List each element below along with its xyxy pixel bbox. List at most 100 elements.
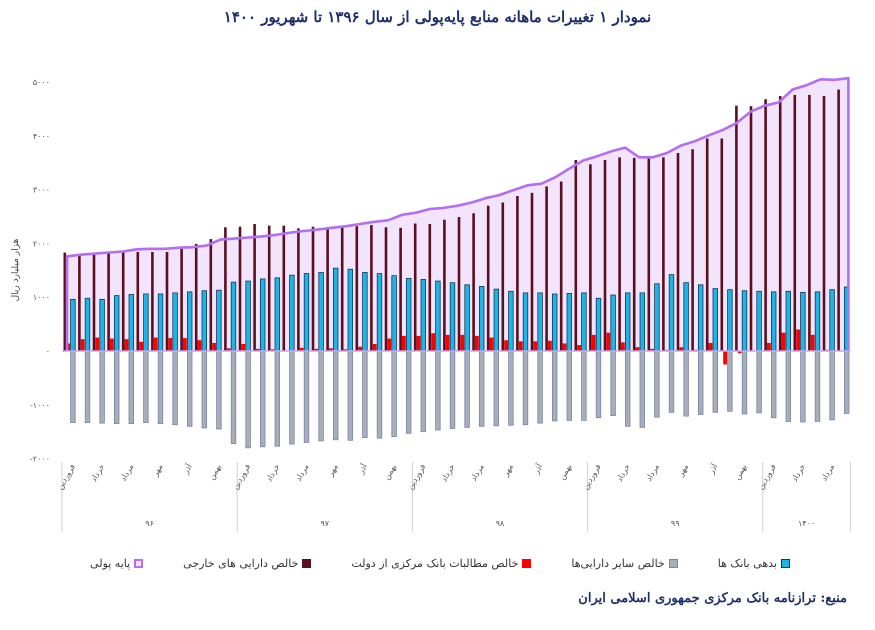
bar-foreign-assets [501, 202, 505, 351]
bar-other-assets [478, 350, 485, 427]
bar-foreign-assets [340, 225, 344, 351]
bar-foreign-assets [384, 227, 388, 351]
bar-bank-debts [186, 291, 193, 352]
base-money-line-layer [65, 76, 850, 351]
month-group [720, 138, 733, 412]
bar-bank-debts [581, 292, 587, 352]
bar-foreign-assets [151, 252, 154, 351]
bar-govt-claims [343, 349, 348, 351]
bar-govt-claims [431, 333, 435, 351]
bar-govt-claims [314, 348, 319, 351]
source-note: منبع: ترازنامه بانک مرکزی جمهوری اسلامی … [578, 591, 847, 606]
x-tick-label-month: مهر [501, 463, 515, 479]
bar-foreign-assets [121, 252, 125, 351]
bar-foreign-assets [326, 228, 329, 351]
bar-govt-claims [110, 338, 114, 351]
bar-other-assets [318, 350, 324, 442]
bar-other-assets [99, 350, 105, 424]
bar-govt-claims [241, 344, 246, 351]
x-tick-label-year: ۹۸ [496, 519, 505, 528]
y-tick-label: ۴۰۰۰ [33, 132, 50, 141]
bar-other-assets [157, 350, 164, 425]
x-tick-label-month: آذر [705, 461, 719, 476]
bar-govt-claims [226, 348, 231, 351]
x-tick-label-month: فروردین [406, 462, 428, 491]
bar-other-assets [785, 350, 791, 422]
bar-govt-claims [650, 348, 654, 351]
bar-other-assets [420, 350, 426, 433]
legend-label: پایه پولی [90, 556, 131, 570]
y-tick-label: -۱۰۰۰ [30, 401, 50, 410]
bar-other-assets [625, 350, 631, 427]
y-tick-label: ۳۰۰۰ [33, 186, 50, 195]
bar-other-assets [800, 350, 806, 423]
bar-bank-debts [143, 293, 149, 352]
bar-other-assets [844, 350, 850, 414]
bar-other-assets [581, 350, 587, 421]
bar-foreign-assets [194, 243, 198, 351]
bar-bank-debts [172, 292, 178, 352]
bar-bank-debts [727, 289, 733, 352]
bar-foreign-assets [165, 252, 169, 351]
bar-govt-claims [197, 340, 202, 351]
bar-foreign-assets [311, 226, 315, 351]
bar-bank-debts [245, 280, 251, 352]
bar-other-assets [552, 350, 558, 422]
bar-other-assets [114, 350, 120, 425]
bar-bank-debts [362, 272, 368, 352]
bar-govt-claims [329, 348, 333, 351]
bar-other-assets [274, 350, 280, 447]
y-tick-label: -۲۰۰۰ [30, 455, 50, 464]
bar-foreign-assets [559, 181, 563, 351]
base-money-line [65, 76, 850, 351]
x-tick-label-month: بهمن [733, 463, 749, 482]
x-tick-label-month: مهر [676, 463, 690, 479]
bar-foreign-assets [136, 252, 140, 351]
bar-foreign-assets [808, 94, 811, 352]
x-tick-label-month: فروردین [231, 462, 253, 491]
bar-other-assets [289, 350, 295, 445]
bar-foreign-assets [457, 217, 461, 351]
bar-bank-debts [157, 293, 164, 352]
bar-other-assets [435, 350, 441, 431]
bar-govt-claims [358, 346, 362, 351]
bar-other-assets [70, 350, 76, 423]
x-tick-label-month: مرداد [294, 463, 311, 483]
bar-other-assets [610, 350, 616, 416]
x-tick-label-month: خرداد [264, 462, 281, 483]
bar-foreign-assets [355, 226, 359, 351]
bar-bank-debts [289, 274, 295, 352]
bar-other-assets [230, 350, 237, 444]
bar-other-assets [829, 350, 835, 421]
chart: ۵۰۰۰ ۴۰۰۰ ۳۰۰۰ ۲۰۰۰ ۱۰۰۰ ۰ -۱۰۰۰ -۲۰۰۰ فروردین خر… [11, 76, 851, 532]
bar-foreign-assets [735, 105, 738, 351]
bar-bank-debts [537, 292, 543, 352]
bar-other-assets [537, 350, 543, 424]
x-tick-label-month: آذر [355, 461, 369, 476]
x-tick-label-year: ۱۴۰۰ [798, 519, 815, 528]
legend-label: خالص سایر دارایی‌ها [571, 556, 665, 570]
bar-bank-debts [741, 290, 748, 352]
bar-other-assets [668, 350, 675, 413]
bar-foreign-assets [749, 106, 753, 352]
bar-govt-claims [723, 351, 727, 365]
legend-swatch [134, 558, 144, 568]
x-tick-label-month: فروردین [581, 462, 603, 491]
bar-govt-claims [153, 337, 158, 351]
bar-bank-debts [99, 298, 105, 352]
bar-other-assets [245, 350, 251, 449]
bar-bank-debts [683, 282, 689, 352]
bar-govt-claims [562, 343, 567, 351]
bar-foreign-assets [574, 160, 578, 351]
x-tick-label-month: فروردین [55, 462, 77, 491]
bar-foreign-assets [282, 225, 286, 351]
bar-other-assets [186, 350, 193, 427]
bar-bank-debts [668, 274, 675, 352]
bar-foreign-assets [209, 239, 213, 351]
bar-foreign-assets [428, 224, 432, 351]
bar-other-assets [814, 350, 821, 422]
y-tick-label: ۱۰۰۰ [33, 293, 50, 302]
bar-bank-debts [274, 277, 280, 352]
bar-other-assets [216, 350, 222, 430]
bar-foreign-assets [180, 248, 183, 351]
